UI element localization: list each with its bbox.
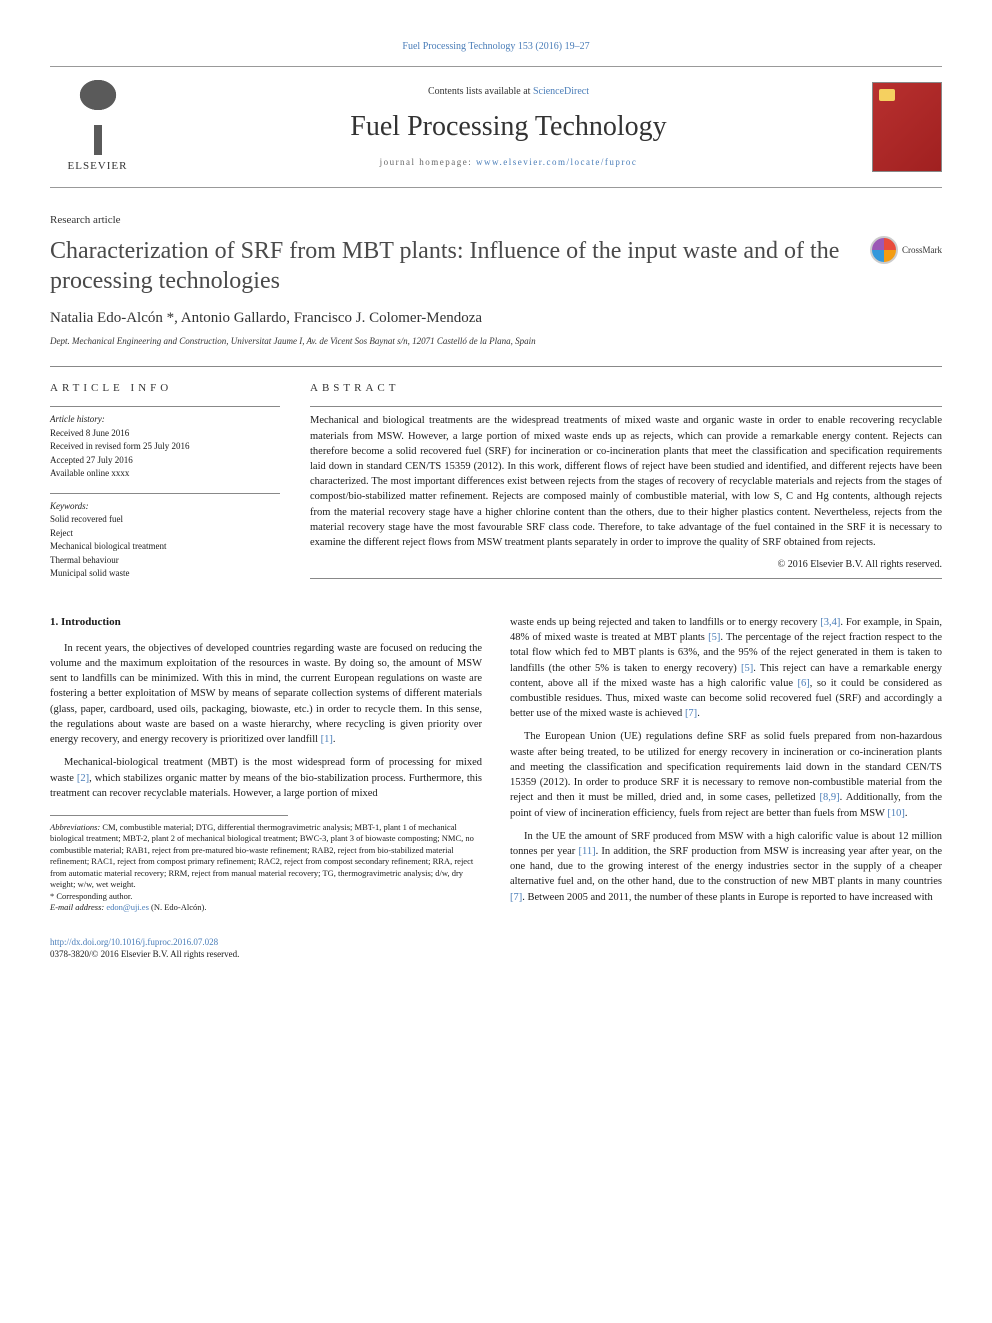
- journal-name: Fuel Processing Technology: [145, 107, 872, 146]
- body-paragraph: In the UE the amount of SRF produced fro…: [510, 829, 942, 905]
- email-link[interactable]: edon@uji.es: [106, 902, 149, 912]
- keyword: Mechanical biological treatment: [50, 540, 280, 554]
- history-label: Article history:: [50, 413, 280, 427]
- affiliation: Dept. Mechanical Engineering and Constru…: [50, 335, 942, 348]
- journal-citation-link[interactable]: Fuel Processing Technology 153 (2016) 19…: [50, 40, 942, 54]
- contents-prefix: Contents lists available at: [428, 86, 533, 97]
- article-history: Article history: Received 8 June 2016 Re…: [50, 406, 280, 481]
- email-footnote: E-mail address: edon@uji.es (N. Edo-Alcó…: [50, 902, 482, 913]
- authors-list: Natalia Edo-Alcón *, Antonio Gallardo, F…: [50, 310, 482, 326]
- keyword: Solid recovered fuel: [50, 513, 280, 527]
- keywords-label: Keywords:: [50, 500, 280, 514]
- abstract-rule: [310, 578, 942, 579]
- journal-cover-icon: [872, 82, 942, 172]
- crossmark-label: CrossMark: [902, 244, 942, 257]
- right-column: waste ends up being rejected and taken t…: [510, 615, 942, 914]
- article-title: Characterization of SRF from MBT plants:…: [50, 236, 870, 296]
- crossmark-badge[interactable]: CrossMark: [870, 236, 942, 264]
- keyword: Thermal behaviour: [50, 554, 280, 568]
- homepage-link[interactable]: www.elsevier.com/locate/fuproc: [476, 157, 637, 167]
- authors: Natalia Edo-Alcón *, Antonio Gallardo, F…: [50, 308, 942, 329]
- keyword: Reject: [50, 527, 280, 541]
- left-column: 1. Introduction In recent years, the obj…: [50, 615, 482, 914]
- abstract-heading: ABSTRACT: [310, 381, 942, 396]
- keywords-block: Keywords: Solid recovered fuel Reject Me…: [50, 493, 280, 581]
- homepage-label: journal homepage:: [380, 157, 476, 167]
- issn-copyright: 0378-3820/© 2016 Elsevier B.V. All right…: [50, 948, 942, 961]
- body-paragraph: The European Union (UE) regulations defi…: [510, 729, 942, 820]
- elsevier-logo: ELSEVIER: [50, 77, 145, 177]
- journal-homepage: journal homepage: www.elsevier.com/locat…: [145, 156, 872, 169]
- abstract-copyright: © 2016 Elsevier B.V. All rights reserved…: [310, 558, 942, 572]
- history-line: Available online xxxx: [50, 467, 280, 481]
- article-type: Research article: [50, 213, 942, 228]
- body-paragraph: In recent years, the objectives of devel…: [50, 641, 482, 748]
- body-paragraph: waste ends up being rejected and taken t…: [510, 615, 942, 722]
- doi-link[interactable]: http://dx.doi.org/10.1016/j.fuproc.2016.…: [50, 936, 942, 949]
- history-line: Received in revised form 25 July 2016: [50, 440, 280, 454]
- journal-header: ELSEVIER Contents lists available at Sci…: [50, 66, 942, 188]
- body-paragraph: Mechanical-biological treatment (MBT) is…: [50, 755, 482, 801]
- section-heading: 1. Introduction: [50, 615, 482, 631]
- corresponding-author-footnote: * Corresponding author.: [50, 891, 482, 902]
- article-info-block: ARTICLE INFO Article history: Received 8…: [50, 381, 280, 593]
- keyword: Municipal solid waste: [50, 567, 280, 581]
- crossmark-icon: [870, 236, 898, 264]
- contents-list-label: Contents lists available at ScienceDirec…: [145, 85, 872, 99]
- email-label: E-mail address:: [50, 902, 106, 912]
- footnote-rule: [50, 815, 288, 816]
- elsevier-tree-icon: [63, 80, 133, 155]
- history-line: Accepted 27 July 2016: [50, 454, 280, 468]
- abbreviations-footnote: Abbreviations: CM, combustible material;…: [50, 822, 482, 891]
- body-columns: 1. Introduction In recent years, the obj…: [50, 615, 942, 914]
- page-footer: http://dx.doi.org/10.1016/j.fuproc.2016.…: [50, 936, 942, 961]
- abstract-block: ABSTRACT Mechanical and biological treat…: [310, 381, 942, 593]
- history-line: Received 8 June 2016: [50, 427, 280, 441]
- email-suffix: (N. Edo-Alcón).: [149, 902, 207, 912]
- abbrev-text: CM, combustible material; DTG, different…: [50, 822, 474, 889]
- abstract-text: Mechanical and biological treatments are…: [310, 406, 942, 550]
- article-info-heading: ARTICLE INFO: [50, 381, 280, 396]
- elsevier-label: ELSEVIER: [68, 159, 128, 174]
- sciencedirect-link[interactable]: ScienceDirect: [533, 86, 589, 97]
- abbrev-label: Abbreviations:: [50, 822, 100, 832]
